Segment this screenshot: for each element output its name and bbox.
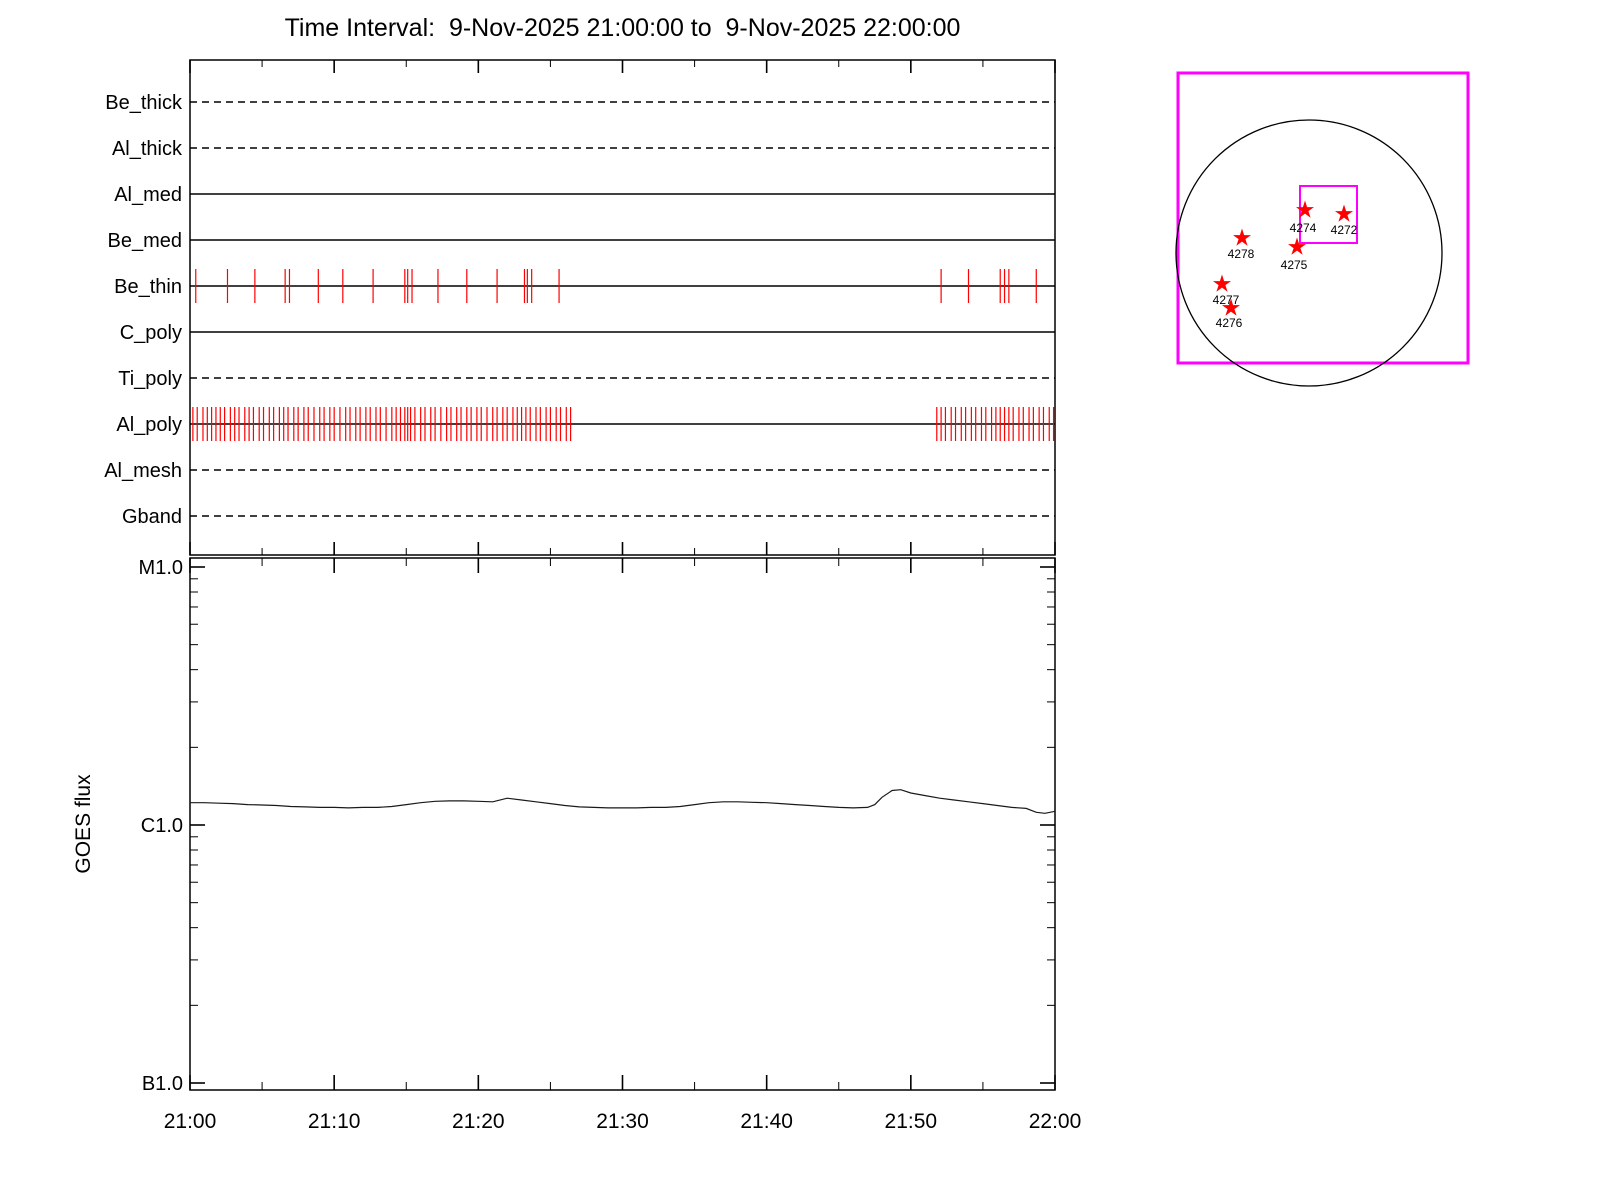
timeline-frame bbox=[189, 59, 1056, 556]
active-region-star-4275 bbox=[1288, 237, 1306, 255]
active-region-label-4278: 4278 bbox=[1228, 247, 1255, 261]
goes-xtick-label: 21:10 bbox=[308, 1110, 361, 1133]
active-region-star-4272 bbox=[1335, 204, 1353, 222]
solar-disk bbox=[1175, 119, 1443, 387]
goes-xtick-label: 21:40 bbox=[740, 1110, 793, 1133]
active-region-label-4275: 4275 bbox=[1281, 258, 1308, 272]
channel-label-al_med: Al_med bbox=[114, 184, 182, 206]
goes-xtick-label: 21:20 bbox=[452, 1110, 505, 1133]
active-region-star-4278 bbox=[1233, 228, 1251, 246]
active-region-star-4274 bbox=[1296, 200, 1314, 218]
goes-frame bbox=[189, 557, 1056, 1091]
channel-label-al_poly: Al_poly bbox=[116, 414, 182, 436]
goes-axis-title: GOES flux bbox=[72, 774, 95, 874]
channel-label-be_med: Be_med bbox=[108, 230, 183, 252]
goes-xtick-label: 21:30 bbox=[596, 1110, 649, 1133]
goes-ytick-label: C1.0 bbox=[141, 815, 183, 837]
channel-label-be_thin: Be_thin bbox=[114, 276, 182, 298]
active-region-star-4276 bbox=[1222, 298, 1240, 316]
active-region-label-4276: 4276 bbox=[1216, 316, 1243, 330]
goes-xtick-label: 22:00 bbox=[1029, 1110, 1082, 1133]
goes-xtick-label: 21:50 bbox=[885, 1110, 938, 1133]
channel-label-c_poly: C_poly bbox=[120, 322, 182, 344]
active-region-star-4277 bbox=[1213, 274, 1231, 292]
active-region-label-4274: 4274 bbox=[1290, 221, 1317, 235]
active-region-label-4272: 4272 bbox=[1331, 223, 1358, 237]
goes-xtick-label: 21:00 bbox=[164, 1110, 217, 1133]
goes-ytick-label: M1.0 bbox=[139, 557, 183, 579]
goes-flux-curve bbox=[190, 789, 1056, 814]
channel-label-al_thick: Al_thick bbox=[112, 138, 183, 160]
active-region-label-4277: 4277 bbox=[1213, 293, 1240, 307]
goes-ytick-label: B1.0 bbox=[142, 1073, 183, 1095]
channel-label-al_mesh: Al_mesh bbox=[104, 460, 182, 482]
map-outer-box bbox=[1176, 71, 1470, 365]
channel-label-be_thick: Be_thick bbox=[105, 92, 183, 114]
map-fov-box bbox=[1299, 185, 1358, 244]
channel-label-gband: Gband bbox=[122, 506, 182, 528]
channel-label-ti_poly: Ti_poly bbox=[118, 368, 182, 390]
plot-title: Time Interval: 9-Nov-2025 21:00:00 to 9-… bbox=[284, 14, 961, 42]
